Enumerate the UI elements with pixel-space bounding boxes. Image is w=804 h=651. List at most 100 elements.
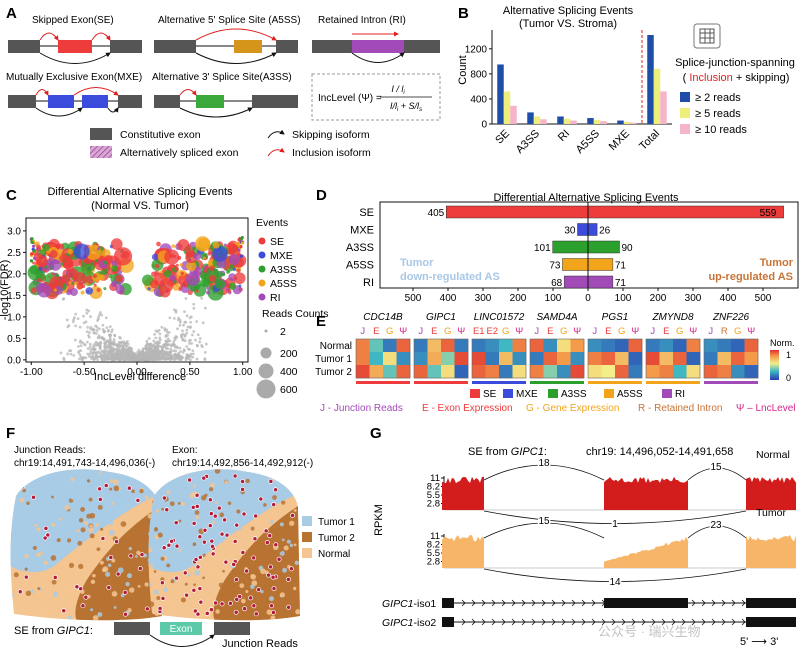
chart-c-xtick: 0.50 [180, 367, 200, 378]
chart-c-point-sig [80, 290, 85, 295]
heatmap-event-legend: SE MXE A3SS A5SS RI [470, 389, 685, 400]
tissue-spot [279, 522, 284, 527]
direction-label: 5' ⟶ 3' [740, 636, 778, 648]
inclevel-label: IncLevel (Ψ) = [318, 93, 382, 104]
chart-c-point-ns [149, 352, 153, 356]
tissue-spot [218, 554, 224, 561]
heatmap-event-bar [414, 381, 468, 384]
chart-c-point-ns [88, 352, 92, 356]
legend-inclusion-arrow [267, 147, 285, 157]
tissue-spot [30, 589, 34, 594]
chart-c-point-ns [142, 358, 146, 361]
chart-c-point-ns [192, 306, 196, 310]
chart-c-point-ns [179, 358, 183, 361]
tissue-spot [180, 597, 186, 603]
heatmap-col-label: E2 [486, 326, 498, 337]
chart-c-point-ns [95, 325, 99, 329]
chart-c-point-ns [203, 350, 207, 354]
chart-c-legend-label: A3SS [270, 264, 297, 276]
chart-c-xtick: -1.00 [20, 367, 43, 378]
tissue-spot [289, 470, 294, 475]
chart-c-ytick: 3.0 [7, 226, 21, 237]
chart-b-bar [533, 116, 541, 124]
expression-dot [114, 539, 119, 545]
heatmap-cell [646, 352, 660, 366]
chart-c-point-ns [74, 324, 78, 328]
chart-c-point-ns [117, 341, 121, 344]
heatmap-cell [744, 339, 759, 353]
chart-d-down-value: 101 [534, 243, 551, 254]
expression-dot [103, 482, 109, 488]
sashimi-junction-count: 23 [710, 520, 722, 531]
chart-c-point-ns [112, 340, 116, 344]
chart-c-point-sig [175, 283, 179, 287]
chart-c-point-sig [51, 272, 55, 276]
chart-c-point-ns [109, 354, 113, 357]
chart-c-point-sig [229, 264, 235, 270]
chart-c-point-sig [228, 254, 240, 265]
expression-dot [123, 611, 128, 617]
tissue-spot [56, 538, 61, 543]
chart-c-point-ns [191, 352, 195, 356]
chart-c-point-ns [168, 350, 172, 354]
chart-c-point-sig [233, 272, 246, 285]
tissue-spot [250, 584, 255, 590]
chart-c-point-sig [32, 249, 36, 253]
tissue-spot [283, 545, 289, 551]
chart-c-point-ns [182, 348, 186, 352]
tissue-spot [279, 550, 285, 556]
tissue-spot [270, 520, 274, 524]
chart-c-point-ns [157, 353, 161, 357]
chart-c-point-ns [105, 340, 109, 344]
chart-c-point-ns [92, 348, 96, 351]
chart-c-point-sig [94, 259, 99, 263]
expression-dot [74, 584, 80, 590]
tissue-spot [55, 568, 61, 574]
tissue-spot [86, 479, 91, 483]
chart-d-xtick: 400 [720, 293, 737, 304]
sashimi-junction-count: 14 [609, 577, 621, 588]
tissue-spot [202, 576, 205, 580]
chart-c-point-ns [166, 357, 170, 361]
chart-c-point-ns [105, 326, 109, 329]
tissue-spot [50, 555, 57, 561]
heatmap-cell [356, 339, 370, 353]
heatmap-cell [499, 339, 513, 353]
chart-c-points [27, 235, 247, 362]
tissue-spot [134, 486, 138, 490]
chart-b-xtick: Total [637, 128, 662, 153]
tissue-spot [105, 571, 111, 577]
chart-b-bar [653, 68, 661, 124]
spatial-se-junction-label: Junction Reads [222, 638, 298, 650]
chart-c-point-ns [92, 328, 96, 332]
chart-c-point-ns [180, 336, 184, 340]
tissue-spot [166, 478, 170, 482]
tissue-spot [110, 601, 116, 607]
chart-c-legend-label: A5SS [270, 278, 297, 290]
heatmap-cell [512, 365, 527, 379]
chart-c-point-ns [87, 354, 91, 358]
chart-c-point-sig [206, 286, 210, 290]
chart-c-point-ns [181, 329, 184, 333]
chart-c-point-ns [85, 340, 89, 344]
tissue-spot [127, 607, 132, 613]
sashimi-ytick: 2.8 [427, 557, 440, 568]
chart-c-point-ns [185, 331, 189, 335]
expression-dot [248, 595, 254, 601]
chart-c-point-sig [202, 256, 206, 260]
tissue-spot [127, 522, 133, 528]
tissue-spot [34, 523, 38, 527]
heatmap-event-bar [472, 381, 526, 384]
chart-d-xtick: 400 [440, 293, 457, 304]
tissue-spot [128, 592, 135, 599]
chart-c-point-sig [213, 268, 217, 272]
tissue-spot [192, 542, 197, 547]
tissue-spot [24, 601, 28, 605]
chart-c-point-sig [169, 254, 173, 258]
sashimi-coords: chr19: 14,496,052-14,491,658 [586, 446, 733, 458]
heatmap-cell [396, 365, 411, 379]
chart-c-point-ns [66, 352, 70, 356]
chart-b-ytick: 1200 [465, 44, 488, 55]
heatmap-cell [543, 365, 558, 379]
heatmap-cell [472, 339, 486, 353]
